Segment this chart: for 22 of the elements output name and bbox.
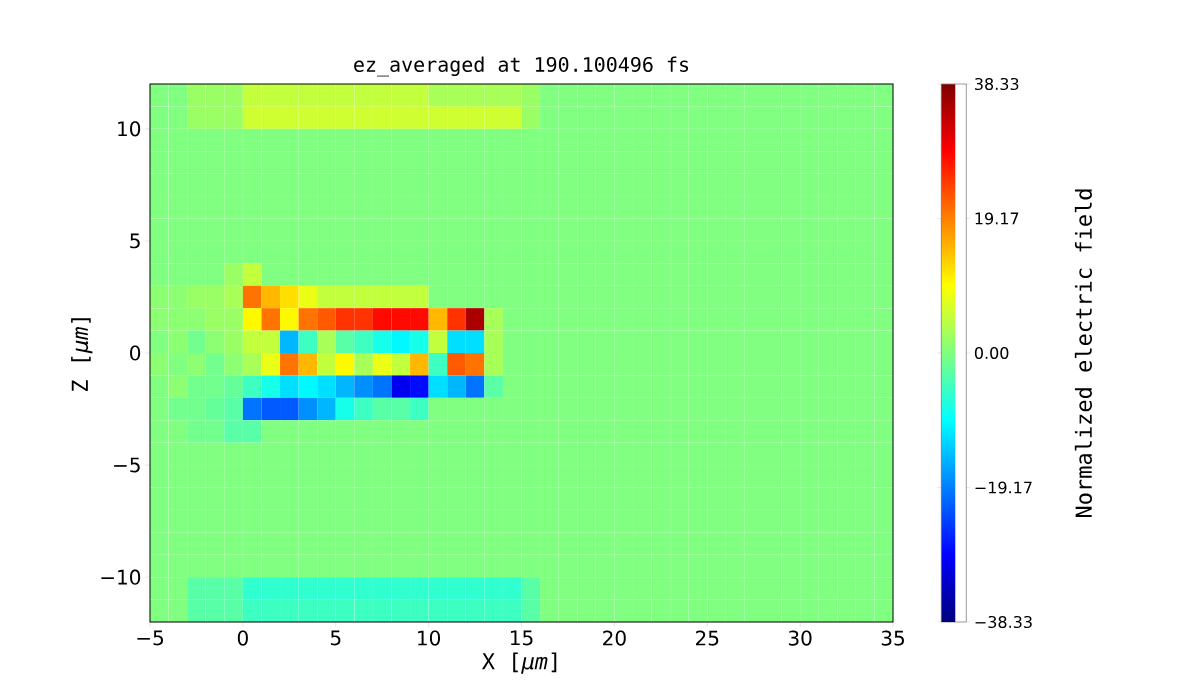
- chart-title: ez_averaged at 190.100496 fs: [354, 56, 689, 77]
- x-tick-label: 10: [418, 630, 441, 646]
- x-tick-label: 25: [695, 630, 719, 646]
- color-bar-label: −38.33: [975, 615, 1032, 629]
- color-bar-label: 0.00: [974, 346, 1009, 360]
- y-tick-label: −5: [114, 457, 140, 473]
- x-tick-label: 35: [881, 630, 904, 646]
- y-tick-label: 0: [130, 345, 141, 361]
- color-bar-label: −19.17: [975, 481, 1032, 494]
- color-bar-label: 19.17: [975, 212, 1019, 225]
- y-tick-label: 10: [118, 121, 141, 137]
- color-bar-title: Normalized electric field: [1074, 189, 1092, 518]
- x-tick-label: 20: [603, 630, 626, 646]
- x-axis-title: X [μm]: [481, 652, 557, 674]
- x-tick-label: 0: [237, 630, 248, 646]
- x-tick-label: 30: [788, 630, 812, 646]
- x-tick-label: 5: [330, 630, 341, 646]
- y-axis-title: Z [μm]: [71, 318, 93, 392]
- y-tick-label: 5: [130, 233, 140, 249]
- color-bar-label: 38.33: [975, 77, 1019, 91]
- x-tick-label: 15: [510, 630, 533, 646]
- y-tick-label: −10: [101, 569, 141, 585]
